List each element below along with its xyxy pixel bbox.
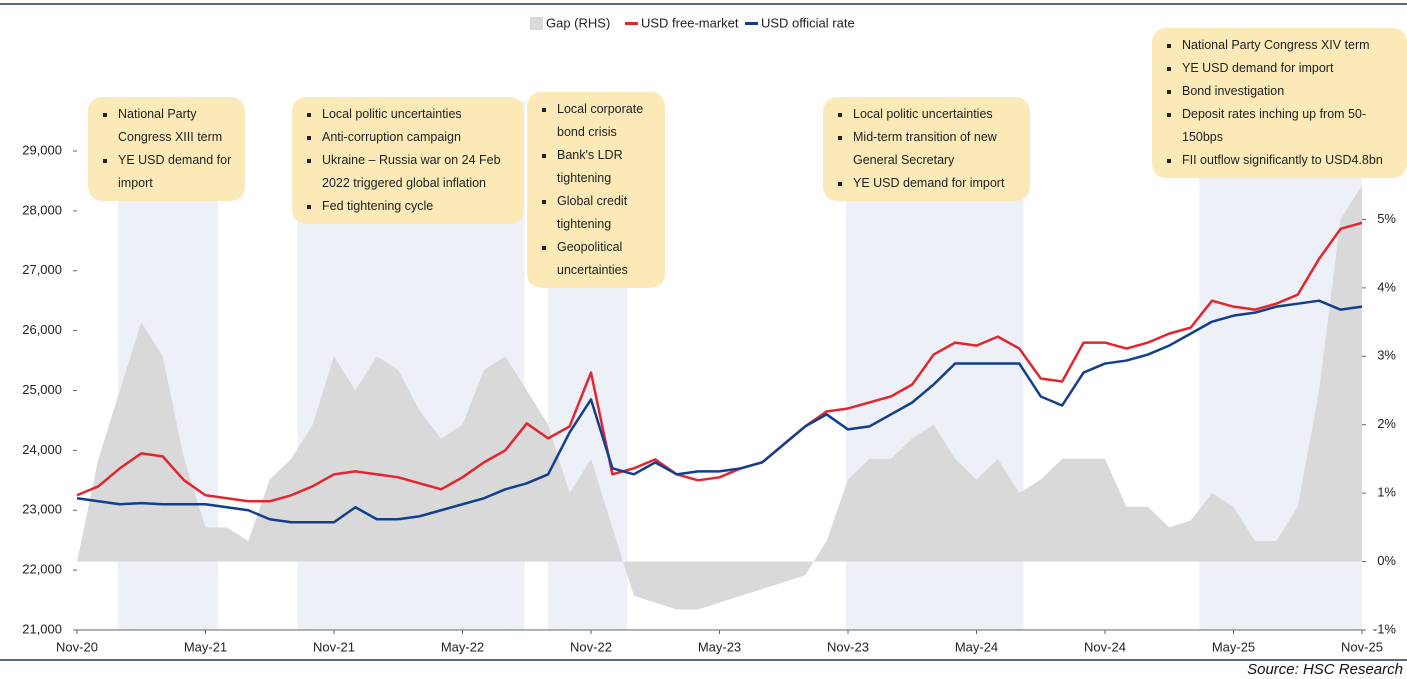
x-tick-label: May-24 xyxy=(955,639,998,654)
annotation-box: Local politic uncertainties Anti-corrupti… xyxy=(292,97,524,224)
x-tick-label: Nov-23 xyxy=(827,639,869,654)
x-tick-label: Nov-20 xyxy=(56,639,98,654)
y2-tick-label: 3% xyxy=(1377,348,1396,363)
legend-label: USD official rate xyxy=(761,15,855,30)
y2-tick-label: 4% xyxy=(1377,279,1396,294)
annotation-box: Local corporate bond crisis Bank's LDR ti… xyxy=(527,92,665,288)
annotation-item: Mid-term transition of new General Secre… xyxy=(838,126,1020,172)
x-tick-label: Nov-22 xyxy=(570,639,612,654)
annotation-item: YE USD demand for import xyxy=(1167,57,1397,80)
legend-label: USD free-market xyxy=(641,15,739,30)
x-tick-label: Nov-25 xyxy=(1341,639,1383,654)
y2-tick-label: 2% xyxy=(1377,416,1396,431)
source: Source: HSC Research xyxy=(1247,661,1403,678)
y-tick-label: 26,000 xyxy=(22,322,62,337)
y-tick-label: 28,000 xyxy=(22,202,62,217)
annotation-item: National Party Congress XIII term xyxy=(103,103,235,149)
y-tick-label: 21,000 xyxy=(22,621,62,636)
legend-swatch xyxy=(530,17,543,30)
annotation-item: Local politic uncertainties xyxy=(838,103,1020,126)
annotation-item: Ukraine – Russia war on 24 Feb 2022 trig… xyxy=(307,149,514,195)
line xyxy=(76,221,1363,503)
annotation-item: Bank's LDR tightening xyxy=(542,144,655,190)
annotation-item: National Party Congress XIV term xyxy=(1167,34,1397,57)
x-tick-label: May-25 xyxy=(1212,639,1255,654)
x-tick-label: Nov-24 xyxy=(1084,639,1126,654)
annotation-box: National Party Congress XIII term YE USD … xyxy=(88,97,245,201)
y2-tick-label: 1% xyxy=(1377,485,1396,500)
annotation-item: Bond investigation xyxy=(1167,80,1397,103)
annotation-list: National Party Congress XIII term YE USD … xyxy=(100,103,235,195)
y-tick-label: 23,000 xyxy=(22,502,62,517)
y-tick-label: 22,000 xyxy=(22,562,62,577)
annotation-item: YE USD demand for import xyxy=(838,172,1020,195)
annotation-item: Global credit tightening xyxy=(542,190,655,236)
y-tick-label: 27,000 xyxy=(22,262,62,277)
x-tick-label: May-23 xyxy=(698,639,741,654)
gap-area xyxy=(77,185,1362,610)
y2-tick-label: 0% xyxy=(1377,553,1396,568)
annotation-item: YE USD demand for import xyxy=(103,149,235,195)
x-tick-label: May-21 xyxy=(184,639,227,654)
line xyxy=(76,299,1363,524)
annotation-item: Anti-corruption campaign xyxy=(307,126,514,149)
x-tick-label: Nov-21 xyxy=(313,639,355,654)
annotation-item: Local politic uncertainties xyxy=(307,103,514,126)
annotation-item: Deposit rates inching up from 50-150bps xyxy=(1167,103,1397,149)
annotation-list: National Party Congress XIV term YE USD d… xyxy=(1164,34,1397,172)
annotation-list: Local politic uncertainties Anti-corrupti… xyxy=(304,103,514,218)
annotation-item: Fed tightening cycle xyxy=(307,195,514,218)
legend-label: Gap (RHS) xyxy=(546,15,610,30)
annotation-list: Local politic uncertainties Mid-term tran… xyxy=(835,103,1020,195)
annotation-item: Geopolitical uncertainties xyxy=(542,236,655,282)
x-tick-label: May-22 xyxy=(441,639,484,654)
y2-tick-label: 5% xyxy=(1377,211,1396,226)
y-tick-label: 29,000 xyxy=(22,142,62,157)
annotation-box: Local politic uncertainties Mid-term tran… xyxy=(823,97,1030,201)
annotation-item: Local corporate bond crisis xyxy=(542,98,655,144)
annotation-list: Local corporate bond crisis Bank's LDR ti… xyxy=(539,98,655,282)
y2-tick-label: -1% xyxy=(1373,621,1397,636)
y-tick-label: 25,000 xyxy=(22,382,62,397)
y-tick-label: 24,000 xyxy=(22,442,62,457)
annotation-box: National Party Congress XIV term YE USD d… xyxy=(1152,28,1407,178)
annotation-item: FII outflow significantly to USD4.8bn xyxy=(1167,149,1397,172)
